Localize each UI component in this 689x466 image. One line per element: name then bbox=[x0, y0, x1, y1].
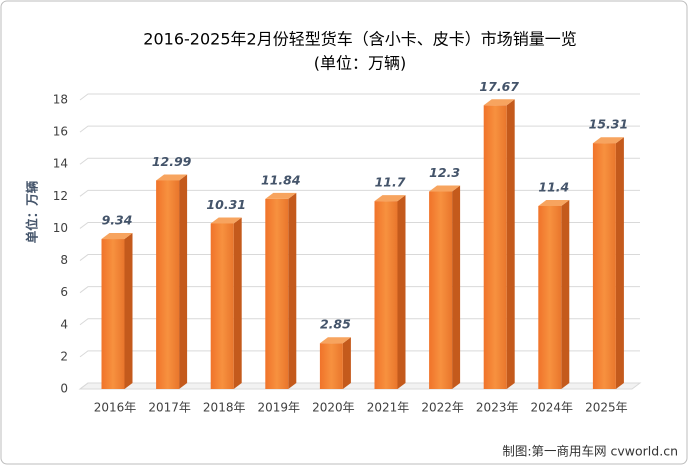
bar bbox=[592, 143, 616, 389]
y-tick-label: 6 bbox=[60, 285, 68, 299]
y-tick-label: 8 bbox=[60, 253, 68, 267]
y-tick-label: 4 bbox=[60, 317, 68, 331]
bar-side bbox=[452, 185, 461, 389]
value-label: 12.99 bbox=[152, 154, 192, 169]
chart-title: 2016-2025年2月份轻型货车（含小卡、皮卡）市场销量一览 bbox=[143, 30, 576, 49]
grid-line bbox=[79, 125, 640, 133]
x-tick-label: 2017年 bbox=[148, 401, 191, 415]
y-tick-label: 18 bbox=[53, 93, 68, 107]
value-label: 15.31 bbox=[589, 117, 629, 132]
x-tick-label: 2024年 bbox=[531, 401, 574, 415]
x-tick-label: 2019年 bbox=[258, 401, 301, 415]
bar-top bbox=[156, 174, 188, 181]
grid-line bbox=[79, 157, 640, 165]
x-tick-label: 2023年 bbox=[476, 401, 519, 415]
bar-top bbox=[319, 337, 351, 344]
bar-side bbox=[615, 137, 624, 389]
bar-top bbox=[265, 192, 297, 199]
x-tick-label: 2018年 bbox=[203, 401, 246, 415]
y-tick-label: 2 bbox=[60, 349, 68, 363]
bar-top bbox=[429, 185, 461, 192]
value-label: 2.85 bbox=[320, 317, 351, 332]
bar bbox=[538, 205, 562, 389]
y-tick-label: 16 bbox=[53, 125, 68, 139]
value-label: 9.34 bbox=[102, 213, 133, 228]
bar bbox=[483, 105, 507, 389]
bar-side bbox=[288, 192, 297, 389]
bar bbox=[429, 191, 453, 389]
bar-top bbox=[101, 233, 133, 240]
bar-side bbox=[124, 233, 133, 389]
bar-side bbox=[342, 337, 351, 389]
chart-subtitle: (单位：万辆) bbox=[314, 54, 407, 73]
bar-top bbox=[374, 195, 406, 202]
bar-top bbox=[592, 137, 624, 144]
bar-side bbox=[233, 217, 242, 389]
bar bbox=[374, 201, 398, 389]
bar-top bbox=[538, 199, 570, 206]
value-label: 10.31 bbox=[206, 197, 246, 212]
x-tick-label: 2016年 bbox=[94, 401, 137, 415]
bar-side bbox=[506, 99, 515, 389]
bar bbox=[319, 343, 343, 389]
bar bbox=[156, 180, 180, 389]
bar bbox=[210, 223, 234, 389]
y-tick-label: 14 bbox=[53, 157, 68, 171]
y-axis-label: 单位：万辆 bbox=[25, 180, 40, 243]
x-tick-label: 2025年 bbox=[585, 401, 628, 415]
bar-side bbox=[561, 199, 570, 389]
value-label: 11.7 bbox=[375, 175, 406, 190]
value-label: 17.67 bbox=[479, 79, 519, 94]
source: 制图:第一商用车网 cvworld.cn bbox=[502, 444, 678, 459]
value-label: 11.84 bbox=[261, 172, 301, 187]
bar bbox=[265, 198, 289, 389]
bar-top bbox=[210, 217, 242, 224]
bar-side bbox=[397, 195, 406, 389]
grid-line bbox=[79, 93, 640, 101]
value-label: 11.4 bbox=[538, 179, 569, 194]
x-tick-label: 2021年 bbox=[367, 401, 410, 415]
bar bbox=[101, 239, 125, 389]
x-tick-label: 2022年 bbox=[421, 401, 464, 415]
bar-side bbox=[179, 174, 188, 389]
y-tick-label: 12 bbox=[53, 189, 68, 203]
x-tick-label: 2020年 bbox=[312, 401, 355, 415]
value-label: 12.3 bbox=[429, 165, 460, 180]
y-tick-label: 10 bbox=[53, 221, 68, 235]
y-tick-label: 0 bbox=[60, 382, 68, 396]
bar-top bbox=[483, 99, 515, 106]
